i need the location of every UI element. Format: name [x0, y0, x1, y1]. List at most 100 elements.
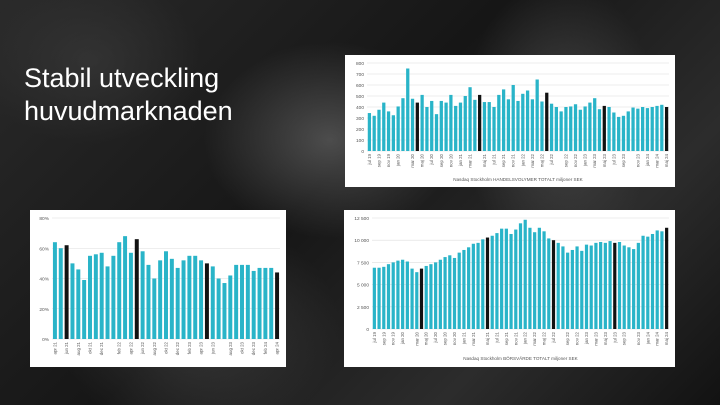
x-tick-label: mar 24 — [655, 331, 660, 345]
bar — [573, 104, 578, 151]
bar — [181, 260, 186, 339]
bar — [514, 229, 518, 329]
x-tick-label: jan 22 — [520, 153, 525, 167]
bar — [569, 106, 573, 151]
bar — [152, 278, 157, 339]
bar — [570, 249, 574, 329]
bar — [52, 242, 57, 339]
bar — [504, 228, 508, 329]
bar — [655, 230, 659, 329]
bar — [542, 231, 546, 329]
bar — [631, 107, 635, 151]
x-tick-label: aug 22 — [152, 341, 157, 355]
bar — [386, 111, 391, 151]
bar — [111, 255, 116, 339]
x-tick-label: jul 21 — [494, 331, 499, 343]
x-tick-label: jan 20 — [396, 153, 401, 167]
y-tick-label: 0 — [366, 327, 369, 333]
x-tick-label: jan 23 — [583, 153, 588, 167]
x-tick-label: feb 22 — [117, 341, 122, 354]
x-tick-label: dec 22 — [175, 341, 180, 355]
y-tick-label: 300 — [356, 116, 364, 122]
x-tick-label: sep 22 — [563, 153, 568, 167]
bar — [88, 255, 92, 339]
x-tick-label: nov 20 — [452, 331, 457, 345]
x-tick-label: okt 23 — [240, 341, 245, 354]
bar — [490, 235, 494, 329]
bar — [650, 107, 654, 151]
bar — [501, 89, 506, 151]
bar — [511, 85, 515, 151]
bar — [665, 227, 669, 329]
bar — [551, 240, 556, 329]
bar — [547, 238, 551, 329]
x-tick-label: maj 23 — [602, 153, 607, 167]
y-tick-label: 7 500 — [357, 260, 369, 266]
bar — [410, 268, 414, 329]
bar — [482, 102, 487, 151]
bar — [257, 267, 262, 339]
y-tick-label: 400 — [356, 105, 364, 111]
y-tick-label: 40% — [39, 277, 49, 283]
bar — [660, 104, 664, 151]
bar — [199, 260, 204, 339]
y-tick-label: 100 — [356, 138, 364, 144]
bar — [471, 243, 475, 329]
bar — [584, 244, 589, 329]
bar — [462, 249, 466, 329]
bar — [636, 108, 640, 151]
bar — [123, 236, 128, 339]
y-tick-label: 700 — [356, 72, 364, 78]
x-tick-label: nov 22 — [573, 153, 578, 167]
bar — [430, 100, 434, 151]
x-tick-label: maj 24 — [664, 331, 669, 345]
x-tick-label: maj 21 — [482, 153, 487, 167]
bar — [660, 231, 664, 329]
bar — [128, 252, 133, 339]
x-tick-label: okt 22 — [164, 341, 169, 354]
x-tick-label: sep 23 — [621, 153, 626, 167]
bar — [458, 102, 463, 151]
bar — [82, 280, 87, 339]
bar — [405, 261, 409, 329]
bar — [99, 252, 104, 339]
bar — [599, 241, 603, 329]
x-tick-label: mar 21 — [471, 331, 476, 345]
bar — [602, 105, 606, 151]
x-tick-label: nov 22 — [575, 331, 580, 345]
bar — [578, 109, 582, 151]
x-tick-label: mar 20 — [410, 153, 415, 167]
bar — [467, 247, 471, 329]
bar — [645, 108, 650, 151]
bar — [641, 235, 645, 329]
x-tick-label: mar 22 — [532, 331, 537, 345]
bar — [401, 98, 405, 151]
x-tick-label: jan 20 — [400, 331, 405, 345]
x-tick-label: mar 23 — [592, 153, 597, 167]
x-tick-label: jan 23 — [584, 331, 589, 345]
y-tick-label: 60% — [39, 246, 49, 252]
bar — [500, 228, 504, 329]
bar — [251, 270, 256, 339]
x-tick-label: jun 22 — [140, 341, 145, 355]
bar — [401, 259, 405, 329]
bar — [117, 242, 122, 339]
x-tick-label: sep 19 — [381, 331, 386, 345]
bar — [588, 102, 592, 151]
bar — [626, 111, 630, 151]
x-tick-label: apr 21 — [52, 341, 57, 354]
bar — [509, 233, 513, 329]
bar — [449, 94, 453, 151]
x-tick-label: jul 21 — [492, 153, 497, 165]
bar — [419, 268, 424, 329]
bar — [621, 115, 626, 151]
bar — [134, 239, 139, 339]
bar — [556, 242, 560, 329]
x-tick-label: dec 21 — [99, 341, 104, 355]
x-tick-label: maj 21 — [485, 331, 490, 345]
x-tick-label: jan 24 — [645, 331, 650, 345]
bar — [561, 246, 565, 329]
bar — [269, 267, 274, 339]
bar — [410, 98, 415, 151]
bar — [452, 257, 457, 329]
